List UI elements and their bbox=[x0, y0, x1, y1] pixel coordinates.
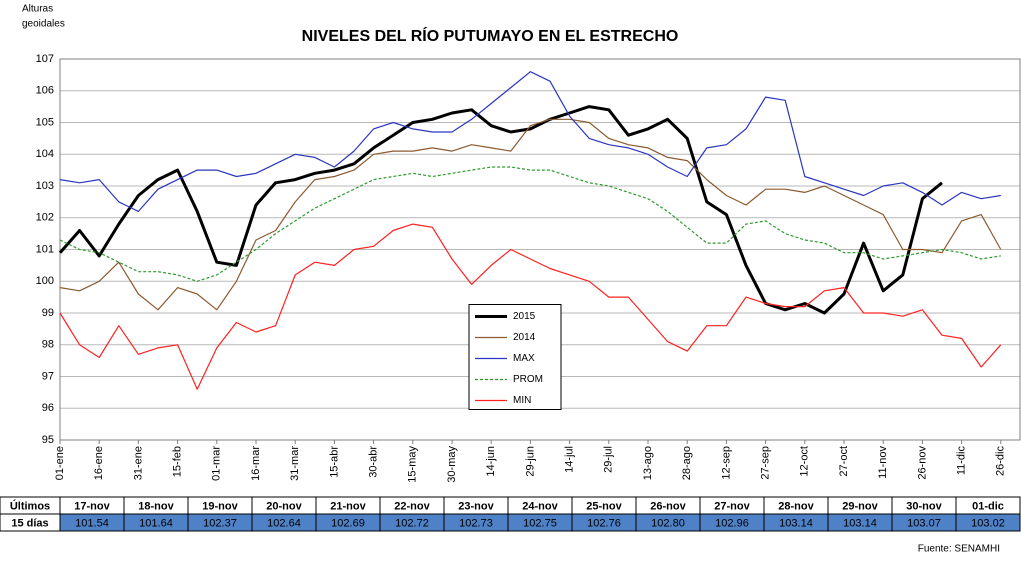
table-date: 30-nov bbox=[906, 500, 942, 512]
chart-title: NIVELES DEL RÍO PUTUMAYO EN EL ESTRECHO bbox=[302, 26, 679, 45]
x-tick-label: 16-mar bbox=[250, 446, 262, 481]
x-tick-label: 31-ene bbox=[132, 446, 144, 480]
x-tick-label: 27-oct bbox=[838, 446, 850, 477]
series-line bbox=[59, 223, 1002, 390]
y-tick-label: 97 bbox=[42, 370, 54, 382]
x-tick-label: 29-jun bbox=[524, 446, 536, 477]
y-tick-label: 105 bbox=[36, 116, 54, 128]
x-tick-label: 14-jun bbox=[485, 446, 497, 477]
table-value: 102.64 bbox=[267, 517, 301, 529]
y-axis-label: Alturas bbox=[22, 4, 53, 15]
y-tick-label: 106 bbox=[36, 85, 54, 97]
x-tick-label: 29-jul bbox=[603, 446, 615, 473]
x-tick-label: 26-dic bbox=[995, 446, 1007, 476]
table-value: 102.73 bbox=[459, 517, 493, 529]
table-date: 20-nov bbox=[266, 500, 302, 512]
x-tick-label: 13-ago bbox=[642, 446, 654, 480]
table-value: 102.69 bbox=[331, 517, 365, 529]
legend-box bbox=[468, 304, 562, 410]
table-date: 27-nov bbox=[714, 500, 750, 512]
table-value: 102.76 bbox=[587, 517, 621, 529]
table-value: 102.72 bbox=[395, 517, 429, 529]
table-date: 21-nov bbox=[330, 500, 366, 512]
table-date: 01-dic bbox=[972, 500, 1004, 512]
x-tick-label: 11-dic bbox=[956, 446, 968, 476]
y-axis-label: geoidales bbox=[22, 19, 65, 30]
x-tick-label: 15-feb bbox=[172, 446, 184, 477]
y-tick-label: 107 bbox=[36, 53, 54, 65]
table-value-cell bbox=[955, 513, 1021, 532]
y-tick-label: 103 bbox=[36, 180, 54, 192]
x-tick-label: 31-mar bbox=[289, 446, 301, 481]
legend-label: 2014 bbox=[513, 332, 536, 343]
table-value: 103.14 bbox=[843, 517, 877, 529]
legend-label: 2015 bbox=[513, 311, 536, 322]
x-tick-label: 28-ago bbox=[681, 446, 693, 480]
table-row-header: 15 días bbox=[11, 517, 48, 529]
table-value: 103.14 bbox=[779, 517, 813, 529]
table-date: 26-nov bbox=[650, 500, 686, 512]
table-date: 25-nov bbox=[586, 500, 622, 512]
table-value: 102.37 bbox=[203, 517, 237, 529]
x-tick-label: 01-mar bbox=[211, 446, 223, 481]
table-value: 103.07 bbox=[907, 517, 941, 529]
x-tick-label: 12-sep bbox=[720, 446, 732, 480]
legend-label: MAX bbox=[513, 353, 535, 364]
series-line bbox=[59, 118, 1002, 311]
table-value: 102.80 bbox=[651, 517, 685, 529]
y-tick-label: 98 bbox=[42, 339, 54, 351]
table-value: 101.64 bbox=[139, 517, 173, 529]
table-row-header: Últimos bbox=[10, 499, 50, 512]
y-tick-label: 100 bbox=[36, 275, 54, 287]
legend-label: PROM bbox=[513, 374, 543, 385]
series-line bbox=[59, 166, 1001, 282]
table-value: 102.96 bbox=[715, 517, 749, 529]
y-tick-label: 104 bbox=[36, 148, 54, 160]
x-tick-label: 26-nov bbox=[916, 446, 928, 480]
y-tick-label: 99 bbox=[42, 307, 54, 319]
table-date: 24-nov bbox=[522, 500, 558, 512]
x-tick-label: 15-may bbox=[407, 446, 419, 483]
table-value: 103.02 bbox=[971, 517, 1005, 529]
table-date: 18-nov bbox=[138, 500, 174, 512]
x-tick-label: 27-sep bbox=[760, 446, 772, 480]
table-date: 23-nov bbox=[458, 500, 494, 512]
table-date: 17-nov bbox=[74, 500, 110, 512]
series-line bbox=[58, 105, 943, 315]
plot-border bbox=[59, 58, 1021, 441]
table-value: 102.75 bbox=[523, 517, 557, 529]
x-tick-label: 15-abr bbox=[328, 446, 340, 478]
table-date: 22-nov bbox=[394, 500, 430, 512]
y-tick-label: 95 bbox=[42, 434, 54, 446]
series-line bbox=[59, 71, 1001, 212]
table-value: 101.54 bbox=[75, 517, 109, 529]
x-tick-label: 14-jul bbox=[564, 446, 576, 473]
x-tick-label: 30-abr bbox=[368, 446, 380, 478]
x-tick-label: 12-oct bbox=[799, 446, 811, 477]
x-tick-label: 30-may bbox=[446, 446, 458, 483]
source: Fuente: SENAMHI bbox=[918, 544, 1000, 555]
x-tick-label: 01-ene bbox=[54, 446, 66, 480]
y-tick-label: 102 bbox=[36, 212, 54, 224]
y-tick-label: 96 bbox=[42, 402, 54, 414]
table-date: 29-nov bbox=[842, 500, 878, 512]
legend-label: MIN bbox=[513, 395, 531, 406]
x-tick-label: 16-ene bbox=[93, 446, 105, 480]
x-tick-label: 11-nov bbox=[877, 446, 889, 479]
y-tick-label: 101 bbox=[36, 243, 54, 255]
table-date: 28-nov bbox=[778, 500, 814, 512]
table-date: 19-nov bbox=[202, 500, 238, 512]
